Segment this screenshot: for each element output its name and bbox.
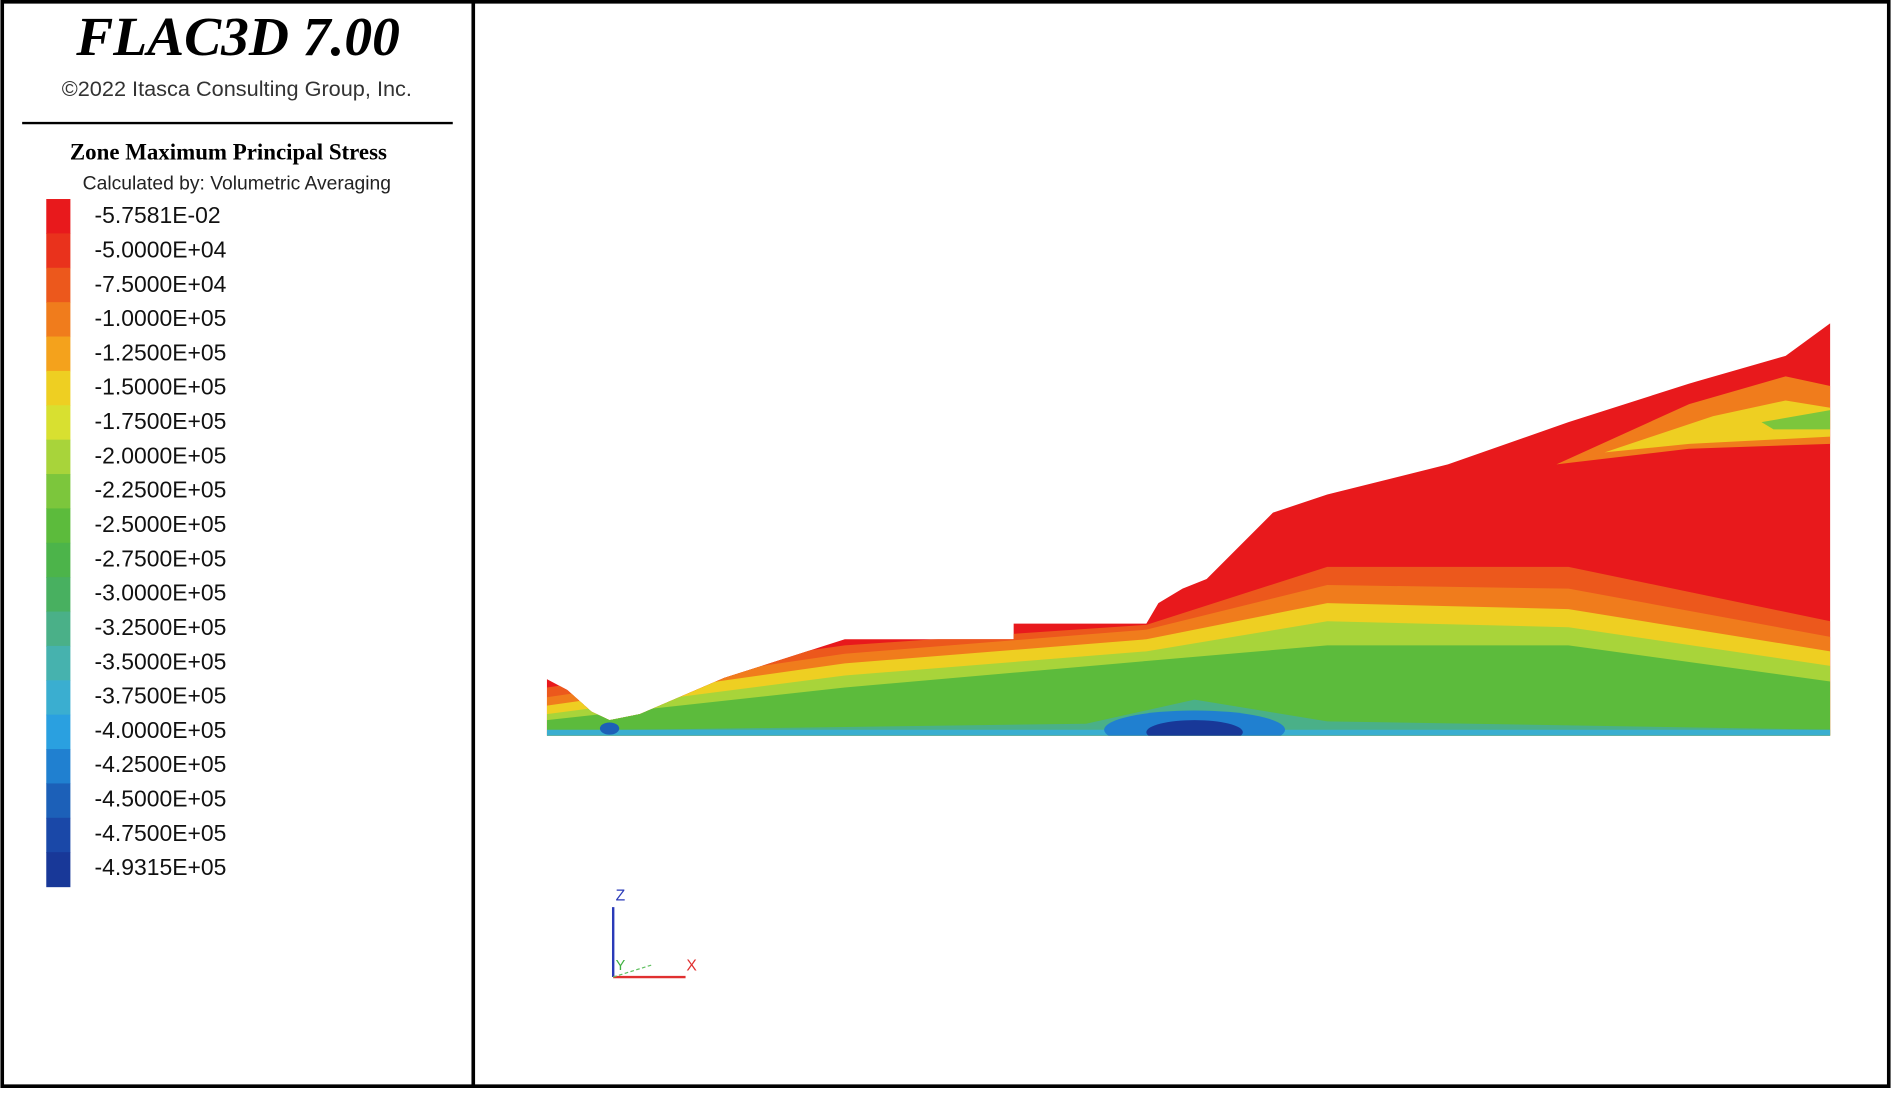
legend-label: -1.7500E+05 (95, 408, 227, 434)
legend-swatch (46, 783, 71, 819)
legend-label: -2.0000E+05 (95, 442, 227, 468)
legend-label: -3.7500E+05 (95, 683, 227, 709)
legend-swatch (46, 508, 71, 544)
legend-label: -4.9315E+05 (95, 854, 227, 880)
legend-swatch (46, 370, 71, 406)
legend-swatch (46, 680, 71, 716)
legend-label: -4.5000E+05 (95, 786, 227, 812)
legend-swatch (46, 577, 71, 613)
legend-swatch (46, 302, 71, 338)
legend-label: -3.0000E+05 (95, 580, 227, 606)
legend-label: -1.5000E+05 (95, 374, 227, 400)
legend-swatch (46, 645, 71, 681)
legend-label: -4.2500E+05 (95, 751, 227, 777)
legend-swatch (46, 439, 71, 475)
legend-label: -3.5000E+05 (95, 648, 227, 674)
z-label: Z (616, 887, 626, 904)
legend-swatch (46, 749, 71, 785)
legend-label: -2.2500E+05 (95, 477, 227, 503)
legend-label: -5.7581E-02 (95, 202, 221, 228)
legend-label: -3.2500E+05 (95, 614, 227, 640)
legend-label: -7.5000E+04 (95, 271, 227, 297)
axis-triad: Z Y X (611, 887, 697, 979)
legend-label: -4.0000E+05 (95, 717, 227, 743)
legend-swatch (46, 267, 71, 303)
contour-field (546, 323, 1831, 736)
legend-swatch (46, 233, 71, 269)
legend-label: -2.5000E+05 (95, 511, 227, 537)
legend-swatch (46, 542, 71, 578)
legend-label: -1.2500E+05 (95, 339, 227, 365)
legend-label: -5.0000E+04 (95, 236, 227, 262)
legend-swatch (46, 474, 71, 510)
legend-label: -2.7500E+05 (95, 545, 227, 571)
y-axis (613, 964, 652, 978)
app-title: FLAC3D 7.00 (75, 7, 400, 68)
legend-swatch (46, 199, 71, 235)
legend-title: Zone Maximum Principal Stress (70, 140, 387, 165)
legend-swatch (46, 817, 71, 853)
legend-subtitle: Calculated by: Volumetric Averaging (83, 174, 391, 195)
copyright: ©2022 Itasca Consulting Group, Inc. (62, 76, 412, 101)
legend: -5.7581E-02 -5.0000E+04 -7.5000E+04 -1.0000… (46, 199, 227, 888)
legend-swatch (46, 852, 71, 888)
legend-swatch (46, 714, 71, 750)
legend-swatch (46, 336, 71, 372)
legend-swatch (46, 405, 71, 441)
x-label: X (686, 957, 697, 974)
legend-label: -4.7500E+05 (95, 820, 227, 846)
legend-label: -1.0000E+05 (95, 305, 227, 331)
legend-swatch (46, 611, 71, 647)
y-label: Y (616, 958, 626, 974)
